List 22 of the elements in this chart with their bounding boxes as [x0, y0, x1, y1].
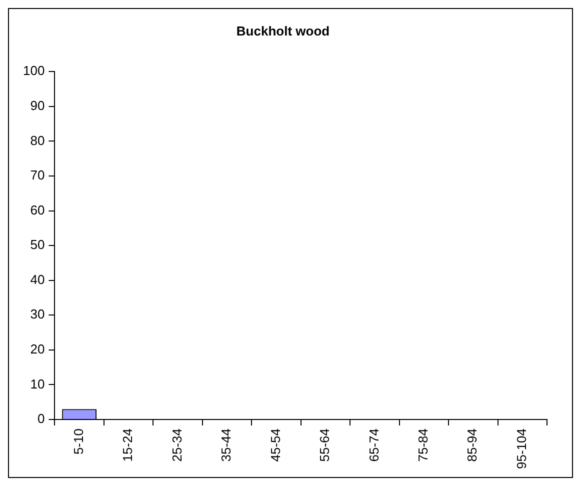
x-tick-label: 25-34 — [169, 428, 184, 462]
y-tick-label: 0 — [37, 411, 45, 426]
x-tick-label: 55-64 — [317, 428, 332, 462]
y-tick-label: 20 — [30, 342, 45, 357]
y-tick-label: 70 — [30, 168, 45, 183]
y-tick-label: 80 — [30, 132, 45, 148]
y-tick-label: 50 — [30, 237, 45, 252]
x-tick-label: 65-74 — [366, 428, 382, 462]
y-tick-label: 100 — [22, 63, 45, 78]
x-tick-label: 45-54 — [268, 428, 283, 462]
x-tick-label: 75-84 — [416, 428, 430, 462]
x-tick-label: 35-44 — [218, 428, 234, 462]
x-tick-label: 5-10 — [70, 428, 86, 455]
y-tick-label: 90 — [30, 98, 45, 113]
x-tick-label: 15-24 — [120, 428, 136, 462]
y-tick-label: 40 — [30, 272, 45, 287]
x-tick-label: 95-104 — [514, 428, 529, 470]
chart-title: Buckholt wood — [236, 23, 330, 38]
y-tick-label: 60 — [30, 202, 45, 218]
y-tick-label: 30 — [30, 306, 45, 322]
x-tick-label: 85-94 — [464, 428, 480, 462]
y-tick-label: 10 — [30, 376, 45, 392]
